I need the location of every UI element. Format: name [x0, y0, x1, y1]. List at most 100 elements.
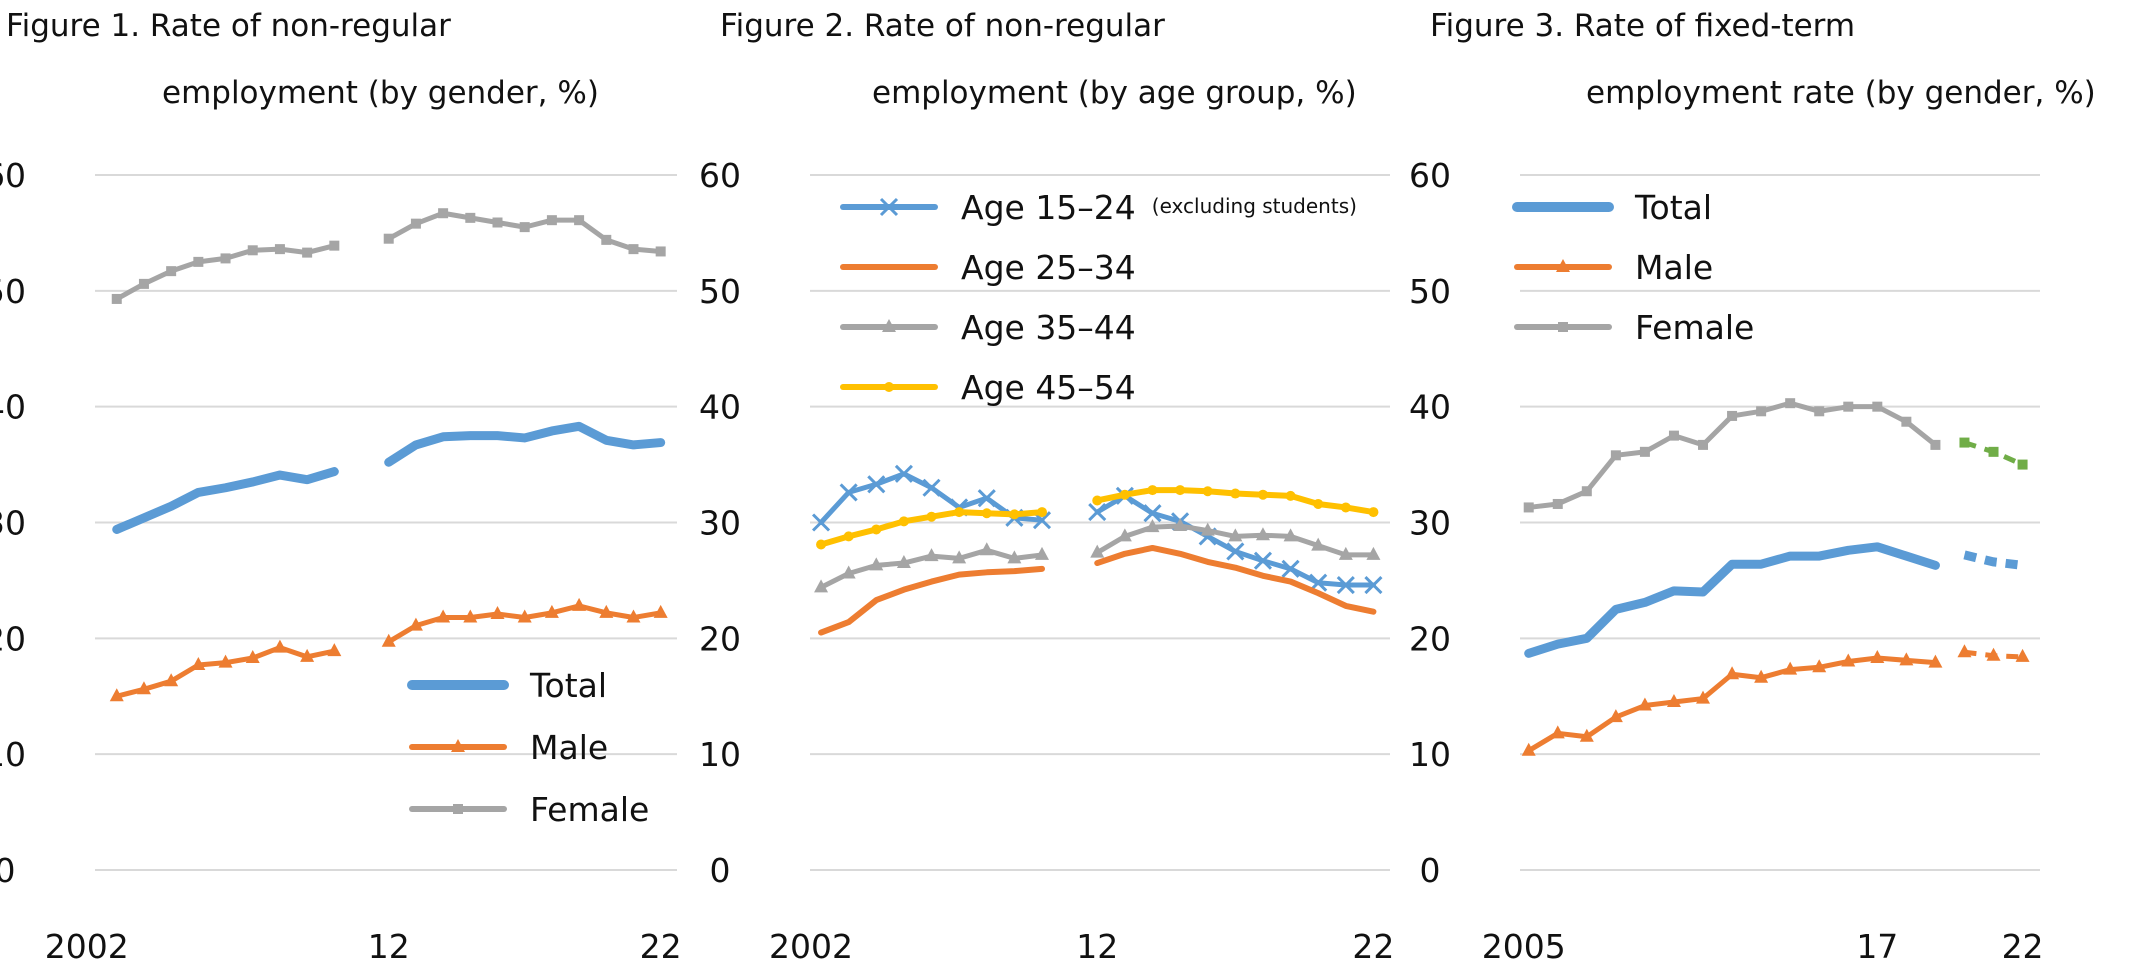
- y-tick-label: 40: [699, 388, 741, 427]
- data-point: [1368, 507, 1379, 518]
- data-point: [1283, 528, 1298, 542]
- y-tick-label: 40: [0, 388, 26, 427]
- series-line: [112, 467, 339, 534]
- data-point: [1037, 507, 1047, 518]
- data-point: [981, 508, 992, 519]
- data-point: [327, 643, 342, 657]
- data-point-projection: [1959, 437, 1970, 448]
- x-tick-label: 22: [640, 927, 682, 966]
- data-point: [1698, 439, 1709, 450]
- data-point: [1637, 697, 1652, 711]
- data-point: [1147, 485, 1158, 496]
- data-point: [164, 673, 179, 687]
- data-point: [381, 633, 396, 647]
- data-point: [1579, 728, 1594, 742]
- data-point: [1610, 450, 1621, 461]
- legend-label: Male: [530, 728, 608, 767]
- legend-label: Male: [1635, 248, 1713, 287]
- data-point: [436, 609, 451, 623]
- data-point: [952, 550, 967, 564]
- data-point: [218, 654, 233, 668]
- y-tick-label: 0: [1420, 851, 1441, 890]
- series-age-15-24: [811, 464, 1383, 595]
- data-point: [1257, 489, 1268, 500]
- series-male: [1521, 644, 2030, 756]
- data-point: [1668, 430, 1679, 441]
- data-point: [1088, 503, 1107, 522]
- data-point: [191, 656, 206, 670]
- data-point: [894, 464, 913, 483]
- data-point: [138, 278, 149, 289]
- data-point: [871, 524, 882, 535]
- data-point: [1226, 542, 1245, 561]
- data-point: [465, 212, 476, 223]
- data-point-projection: [1957, 644, 1972, 658]
- legend-label: Female: [1635, 308, 1754, 347]
- data-point: [1253, 551, 1273, 570]
- data-point-projection: [1986, 647, 2001, 661]
- legend-note: (excluding students): [1152, 194, 1357, 218]
- figure-3-title-line2: employment rate (by gender, %): [1586, 75, 2096, 111]
- data-point: [1928, 654, 1943, 668]
- data-point: [193, 256, 204, 267]
- data-point: [601, 234, 612, 245]
- data-point: [869, 557, 884, 571]
- data-point: [814, 579, 829, 593]
- data-point: [1639, 446, 1650, 457]
- data-point: [492, 217, 503, 228]
- legend-label: Age 45–54: [961, 368, 1136, 407]
- data-point: [1552, 498, 1563, 509]
- data-point: [655, 246, 666, 257]
- data-point: [1340, 502, 1351, 513]
- data-point-projection: [1988, 446, 1999, 457]
- data-point: [599, 604, 614, 618]
- data-point: [546, 215, 557, 226]
- x-tick-label: 2005: [1482, 927, 1566, 966]
- y-tick-label: 50: [1409, 272, 1451, 311]
- data-point: [1145, 519, 1160, 533]
- data-point: [245, 650, 260, 664]
- data-point: [1200, 522, 1215, 536]
- data-point: [926, 511, 937, 522]
- data-point: [1092, 495, 1103, 506]
- data-point: [572, 597, 587, 611]
- figure-1-title-line1: Figure 1. Rate of non-regular: [6, 8, 451, 44]
- legend-label: Female: [530, 790, 649, 829]
- data-point: [1814, 406, 1825, 417]
- series-line: [818, 565, 1045, 636]
- y-tick-label: 10: [1409, 735, 1451, 774]
- data-point: [1007, 550, 1022, 564]
- legend-marker: [451, 739, 465, 752]
- data-point: [626, 609, 641, 623]
- data-point: [1228, 528, 1243, 542]
- series-female: [111, 208, 666, 304]
- series-total: [1524, 542, 2024, 658]
- data-point-projection: [2015, 648, 2030, 662]
- data-point: [867, 475, 886, 494]
- data-point: [300, 648, 315, 662]
- series-line: [1094, 544, 1377, 615]
- series-male: [109, 597, 668, 702]
- data-point: [1727, 410, 1738, 421]
- data-point: [898, 516, 909, 527]
- data-point: [1521, 742, 1536, 756]
- legend-marker: [1556, 259, 1570, 272]
- y-tick-label: 10: [0, 735, 26, 774]
- figure-2-title-line2: employment (by age group, %): [872, 75, 1357, 111]
- y-tick-label: 20: [0, 619, 26, 658]
- y-tick-label: 10: [699, 735, 741, 774]
- data-point: [1230, 488, 1241, 499]
- y-tick-label: 50: [0, 272, 26, 311]
- data-point: [1754, 669, 1769, 683]
- data-point: [843, 531, 854, 542]
- data-point: [1255, 527, 1270, 541]
- data-point: [1872, 401, 1883, 412]
- data-point: [1725, 666, 1740, 680]
- data-point: [896, 555, 911, 569]
- data-point: [1336, 575, 1355, 595]
- data-point: [1117, 528, 1132, 542]
- data-point: [438, 208, 449, 219]
- data-point: [979, 542, 994, 556]
- figure-1-title-line2: employment (by gender, %): [162, 75, 599, 111]
- x-tick-label: 2002: [769, 927, 853, 966]
